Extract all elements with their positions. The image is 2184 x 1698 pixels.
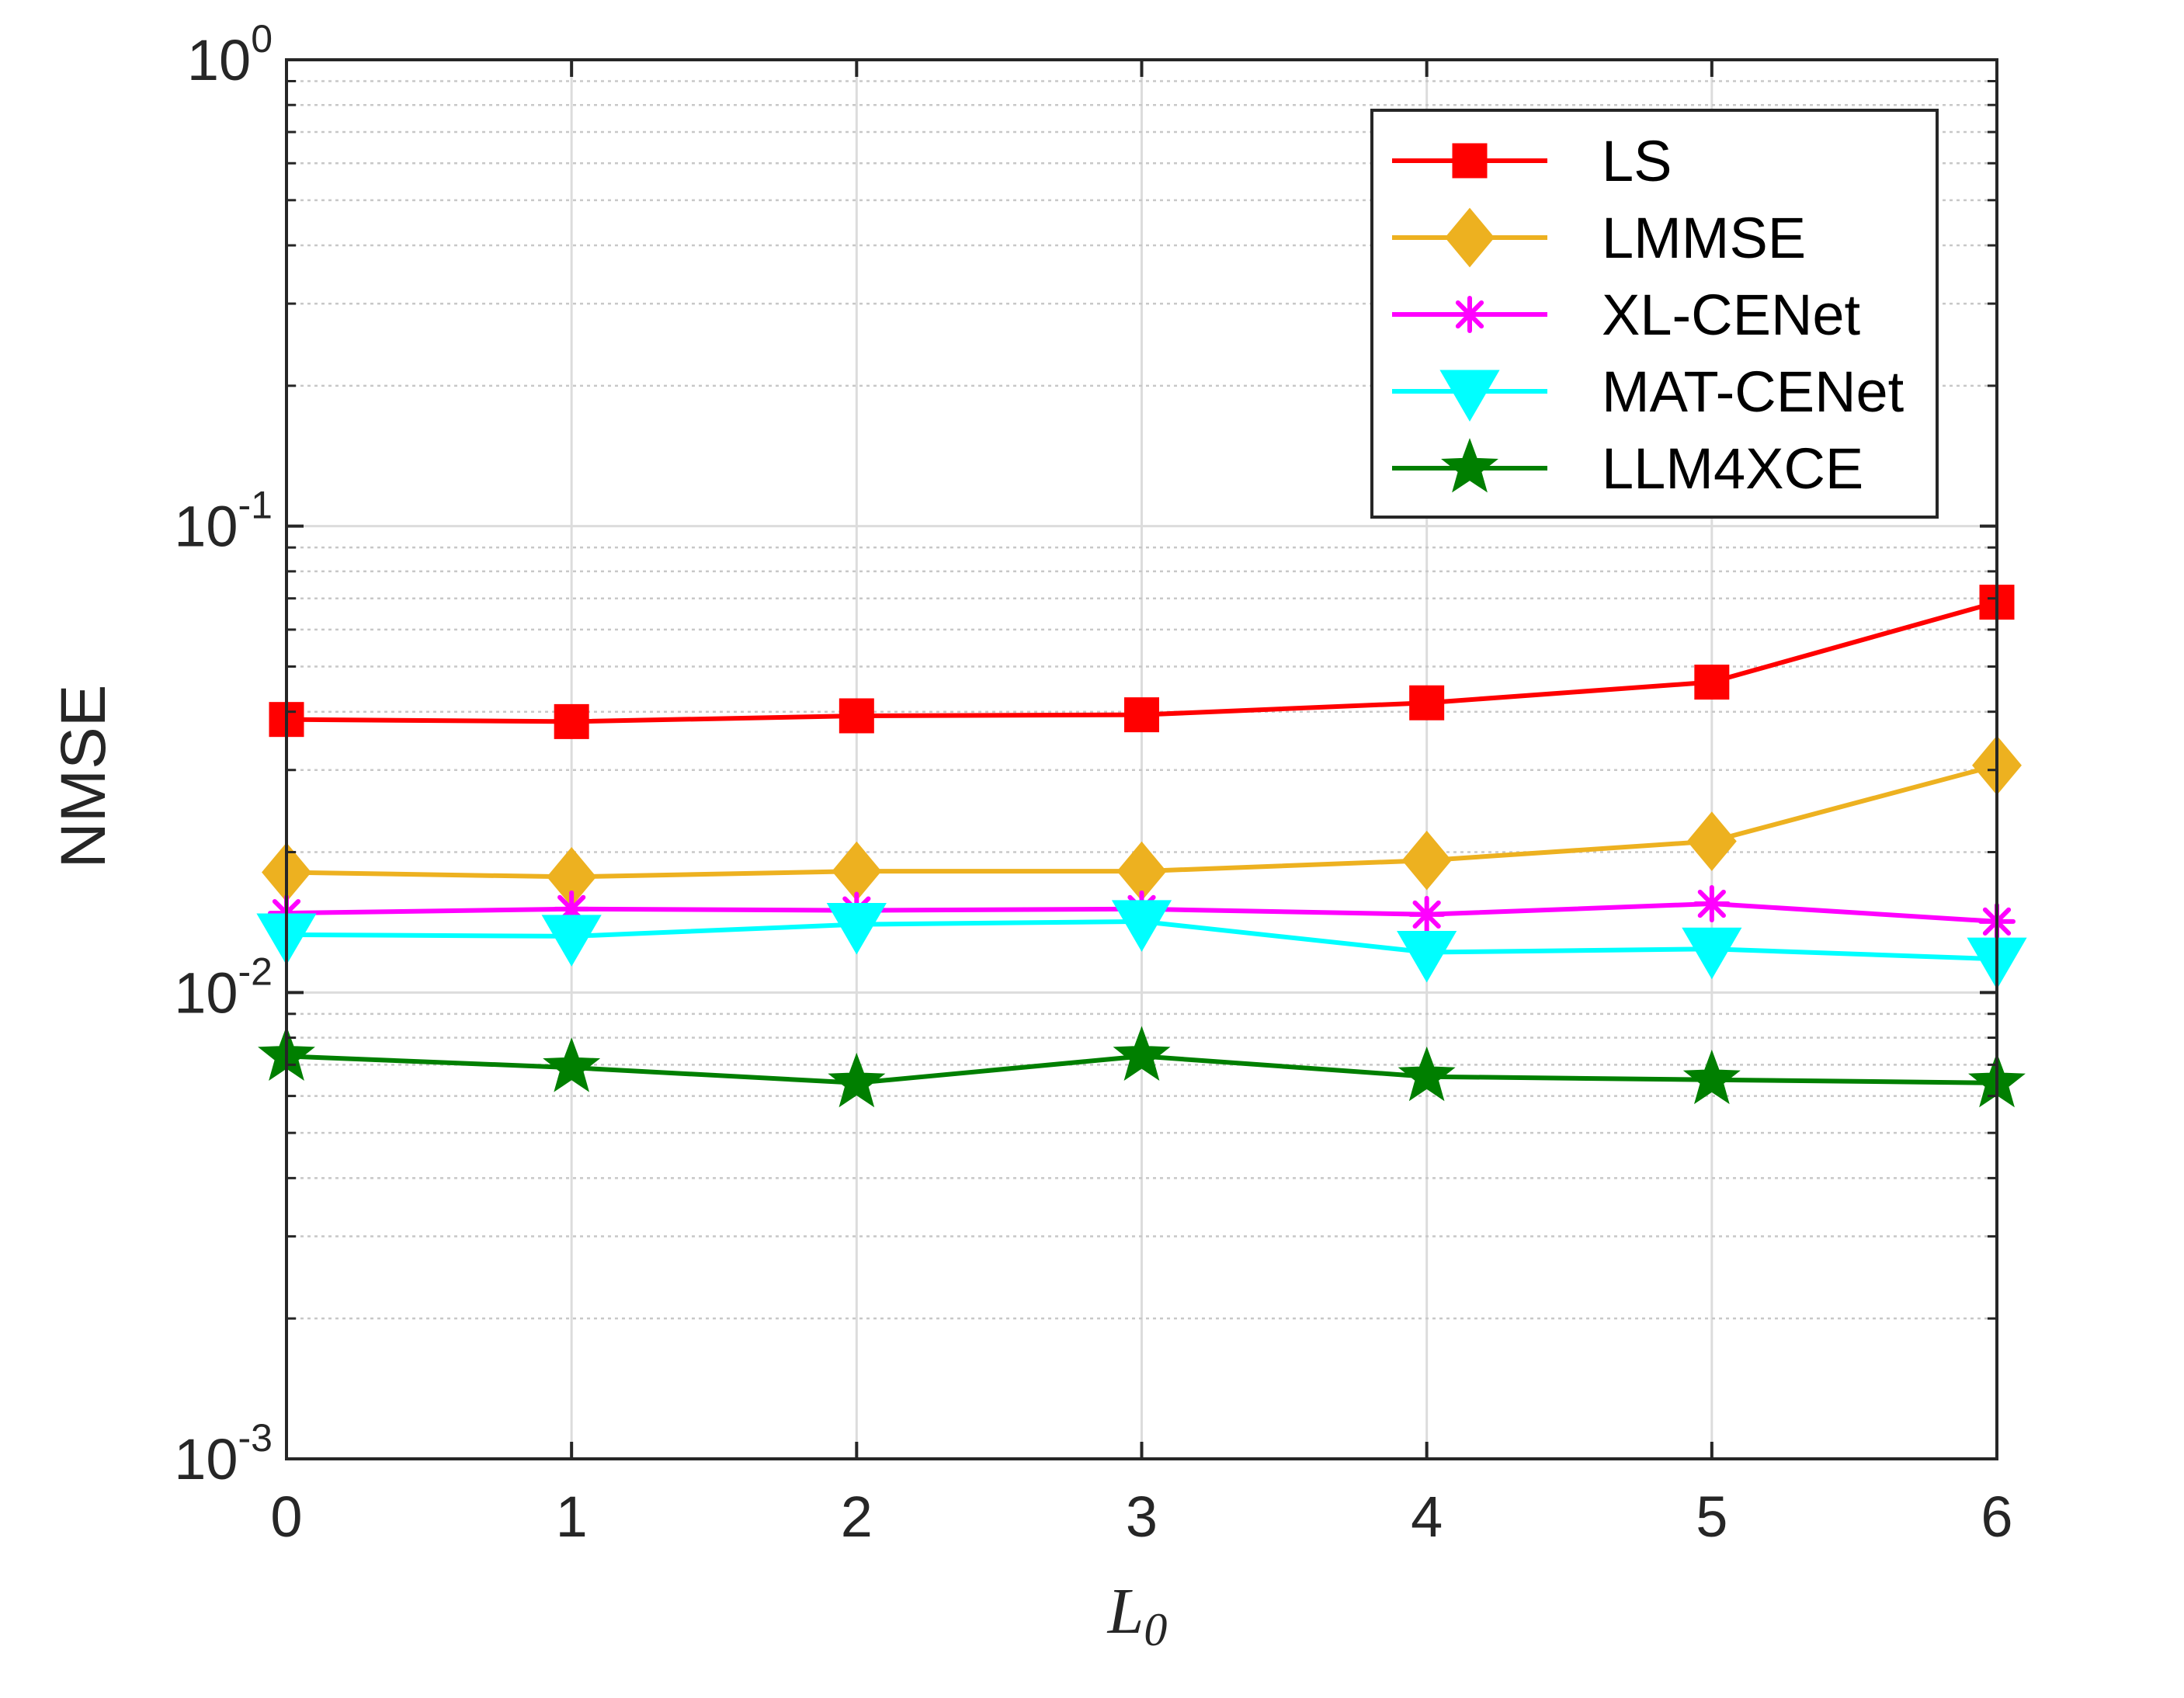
y-tick-label-exponent: 0 (251, 17, 273, 61)
data-point-marker (1439, 370, 1500, 422)
y-tick-label: 10-2 (174, 950, 273, 1025)
x-axis-label: L0 (1107, 1575, 1168, 1655)
x-axis-label-main: L (1107, 1575, 1144, 1648)
x-tick-label: 1 (556, 1484, 588, 1549)
legend: LS LMMSE XL-CENet MAT-CENet LLM4XCE (1370, 109, 1939, 519)
legend-item-lmmse: LMMSE (1392, 206, 1806, 270)
x-tick-label: 2 (841, 1484, 873, 1549)
data-point-marker (1451, 296, 1488, 333)
x-axis-label-subscript: 0 (1144, 1604, 1167, 1655)
data-point-marker (1397, 930, 1457, 983)
series-ls (269, 585, 2015, 739)
y-tick-label-base: 10 (174, 495, 238, 559)
asterisk-stroke (1412, 900, 1441, 929)
data-point-marker (828, 1052, 886, 1108)
data-point-marker (1682, 1049, 1741, 1105)
data-point-marker (1452, 143, 1488, 179)
legend-label: LS (1602, 129, 1672, 193)
data-point-marker (1398, 1046, 1456, 1102)
data-point-marker (1409, 685, 1445, 721)
data-point-marker (1124, 697, 1159, 733)
x-tick-label: 5 (1696, 1484, 1727, 1549)
data-point-marker (1445, 207, 1495, 268)
legend-label: MAT-CENet (1602, 359, 1904, 424)
data-point-marker (1111, 900, 1172, 952)
legend-item-llm4xce: LLM4XCE (1392, 436, 1863, 501)
y-tick-label-exponent: -1 (238, 484, 273, 527)
data-point-marker (1113, 1026, 1171, 1081)
x-tick-label: 0 (270, 1484, 302, 1549)
data-point-marker (826, 903, 887, 955)
legend-label: LLM4XCE (1602, 436, 1863, 501)
y-axis-label: NMSE (48, 685, 119, 869)
x-tick-label: 6 (1981, 1484, 2012, 1549)
x-tick-label: 4 (1411, 1484, 1443, 1549)
data-point-marker (1686, 811, 1737, 871)
x-tick-labels: 0 1 2 3 4 5 6 (270, 1484, 2012, 1549)
y-tick-label: 10-3 (174, 1416, 273, 1491)
y-tick-label-exponent: -2 (238, 950, 273, 993)
legend-item-mat-cenet: MAT-CENet (1392, 359, 1904, 424)
data-point-marker (1693, 885, 1731, 923)
data-point-marker (554, 703, 589, 739)
axis-ticks (285, 58, 1998, 1460)
y-tick-label: 10-1 (174, 484, 273, 559)
data-point-marker (1682, 927, 1742, 980)
y-tick-label-base: 10 (174, 1427, 238, 1491)
y-tick-label-base: 10 (174, 960, 238, 1025)
y-tick-label-base: 10 (187, 28, 251, 92)
data-point-marker (541, 915, 602, 967)
legend-label: LMMSE (1602, 206, 1806, 270)
data-point-marker (1441, 438, 1498, 493)
data-point-marker (1408, 895, 1446, 933)
data-point-marker (839, 698, 874, 734)
y-tick-label: 100 (187, 17, 273, 92)
x-tick-label: 3 (1126, 1484, 1158, 1549)
y-tick-label-exponent: -3 (238, 1416, 273, 1460)
data-point-marker (1694, 665, 1730, 700)
legend-item-ls: LS (1392, 129, 1672, 193)
data-point-marker (1401, 830, 1452, 891)
legend-item-xl-cenet: XL-CENet (1392, 283, 1861, 347)
asterisk-stroke (1455, 300, 1484, 329)
legend-label: XL-CENet (1602, 283, 1861, 347)
data-point-marker (543, 1037, 601, 1092)
asterisk-stroke (1697, 889, 1726, 918)
